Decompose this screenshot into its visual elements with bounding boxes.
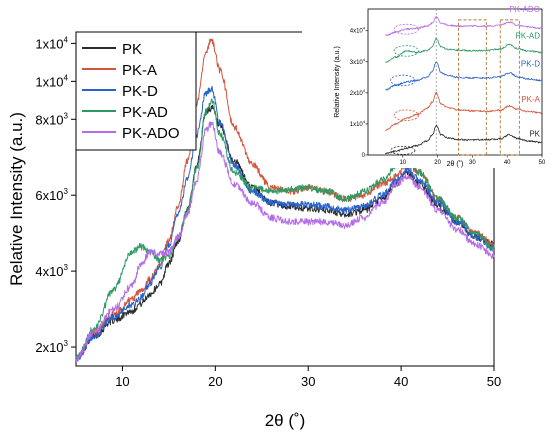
series-line-pk-ad: [385, 37, 543, 63]
legend-label: PK: [122, 41, 142, 58]
y-tick-label: 8x103: [35, 111, 68, 127]
series-line-pk: [385, 124, 543, 155]
x-tick-label: 20: [208, 374, 222, 389]
x-tick-label: 10: [115, 374, 129, 389]
inset-curve-label: PK-AD: [516, 32, 541, 41]
series-line-pk-ado: [75, 121, 495, 363]
main-series-lines: [75, 38, 495, 363]
y-tick-label: 1x104: [35, 73, 68, 89]
y-tick-label: 6x103: [35, 187, 68, 203]
legend: PK PK-A PK-D PK-AD PK-ADO: [75, 31, 197, 151]
series-line-pk-a: [385, 91, 543, 132]
x-tick-label: 40: [394, 374, 408, 389]
y-tick-label: 1x104: [35, 35, 68, 51]
inset-curve-labels: PK PK-A PK-D PK-AD PK-ADO: [509, 5, 540, 138]
x-tick-label: 50: [487, 374, 501, 389]
x-tick-label: 30: [301, 374, 315, 389]
x-tick-label: 50: [539, 160, 546, 166]
y-tick-label: 2x103: [35, 339, 68, 355]
series-line-pk-ado: [385, 15, 543, 37]
region-ellipse: [390, 145, 416, 155]
inset-curve-label: PK-D: [521, 59, 540, 68]
y-tick-label: 4x103: [35, 263, 68, 279]
inset-background: [302, 2, 548, 168]
y-tick-label: 1x104: [350, 119, 366, 128]
main-chart: 10 20 30 40 50 2x103 4x103 6x103 8x103 1x104 1x104…: [7, 31, 501, 430]
y-tick-label: 3x104: [350, 57, 366, 66]
region-ellipse: [393, 23, 419, 35]
inset-axis-ticks: 10 20 30 40 50 0 1x104 2x104 3x104 4x104: [350, 26, 546, 166]
series-line-pk-d: [75, 85, 495, 363]
region-ellipse: [393, 109, 419, 121]
main-y-axis-label: Relative Intensity (a.u.): [7, 112, 26, 286]
series-line-pk-d: [385, 62, 543, 91]
inset-plot-frame: [367, 8, 543, 156]
legend-label: PK-AD: [122, 104, 168, 121]
y-tick-label: 0: [362, 153, 366, 159]
x-tick-label: 20: [434, 160, 441, 166]
inset-annotations: [390, 9, 520, 156]
x-tick-label: 40: [504, 160, 511, 166]
x-tick-label: 10: [399, 160, 406, 166]
main-x-axis-label: 2θ (˚): [265, 411, 306, 430]
highlight-box: [499, 19, 520, 156]
y-tick-label: 2x104: [350, 88, 366, 97]
legend-label: PK-D: [122, 83, 158, 100]
main-plot-frame: [75, 31, 495, 367]
legend-label: PK-A: [122, 62, 157, 79]
inset-y-axis-label: Relative Intensity (a.u.): [334, 46, 341, 118]
inset-series-lines: [385, 15, 543, 155]
region-ellipse: [393, 45, 419, 57]
legend-label: PK-ADO: [122, 125, 180, 142]
inset-curve-label: PK-A: [521, 95, 540, 104]
x-tick-label: 30: [469, 160, 476, 166]
main-axis-ticks: 10 20 30 40 50 2x103 4x103 6x103 8x103 1x104 1x104: [35, 35, 501, 389]
series-line-pk-ad: [75, 98, 495, 361]
y-tick-label: 4x104: [350, 26, 366, 35]
highlight-box: [458, 19, 487, 156]
inset-x-axis-label: 2θ (˚): [447, 160, 464, 168]
inset-curve-label: PK-ADO: [509, 5, 540, 14]
inset-curve-label: PK: [529, 129, 540, 138]
region-ellipse: [390, 74, 416, 87]
